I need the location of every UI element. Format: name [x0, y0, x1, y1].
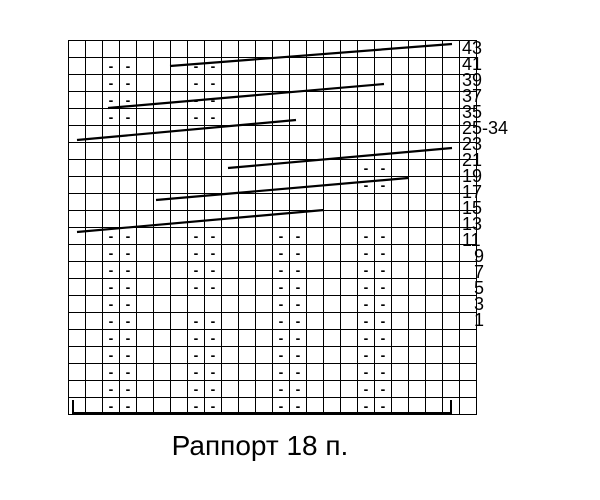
bracket-horizontal: [72, 412, 452, 414]
repeat-caption: Раппорт 18 п.: [68, 430, 452, 462]
chart-canvas: ----------------------------------------…: [0, 0, 600, 500]
bracket-left-tick: [72, 400, 74, 412]
bracket-right-tick: [450, 400, 452, 412]
repeat-bracket: [0, 0, 600, 500]
